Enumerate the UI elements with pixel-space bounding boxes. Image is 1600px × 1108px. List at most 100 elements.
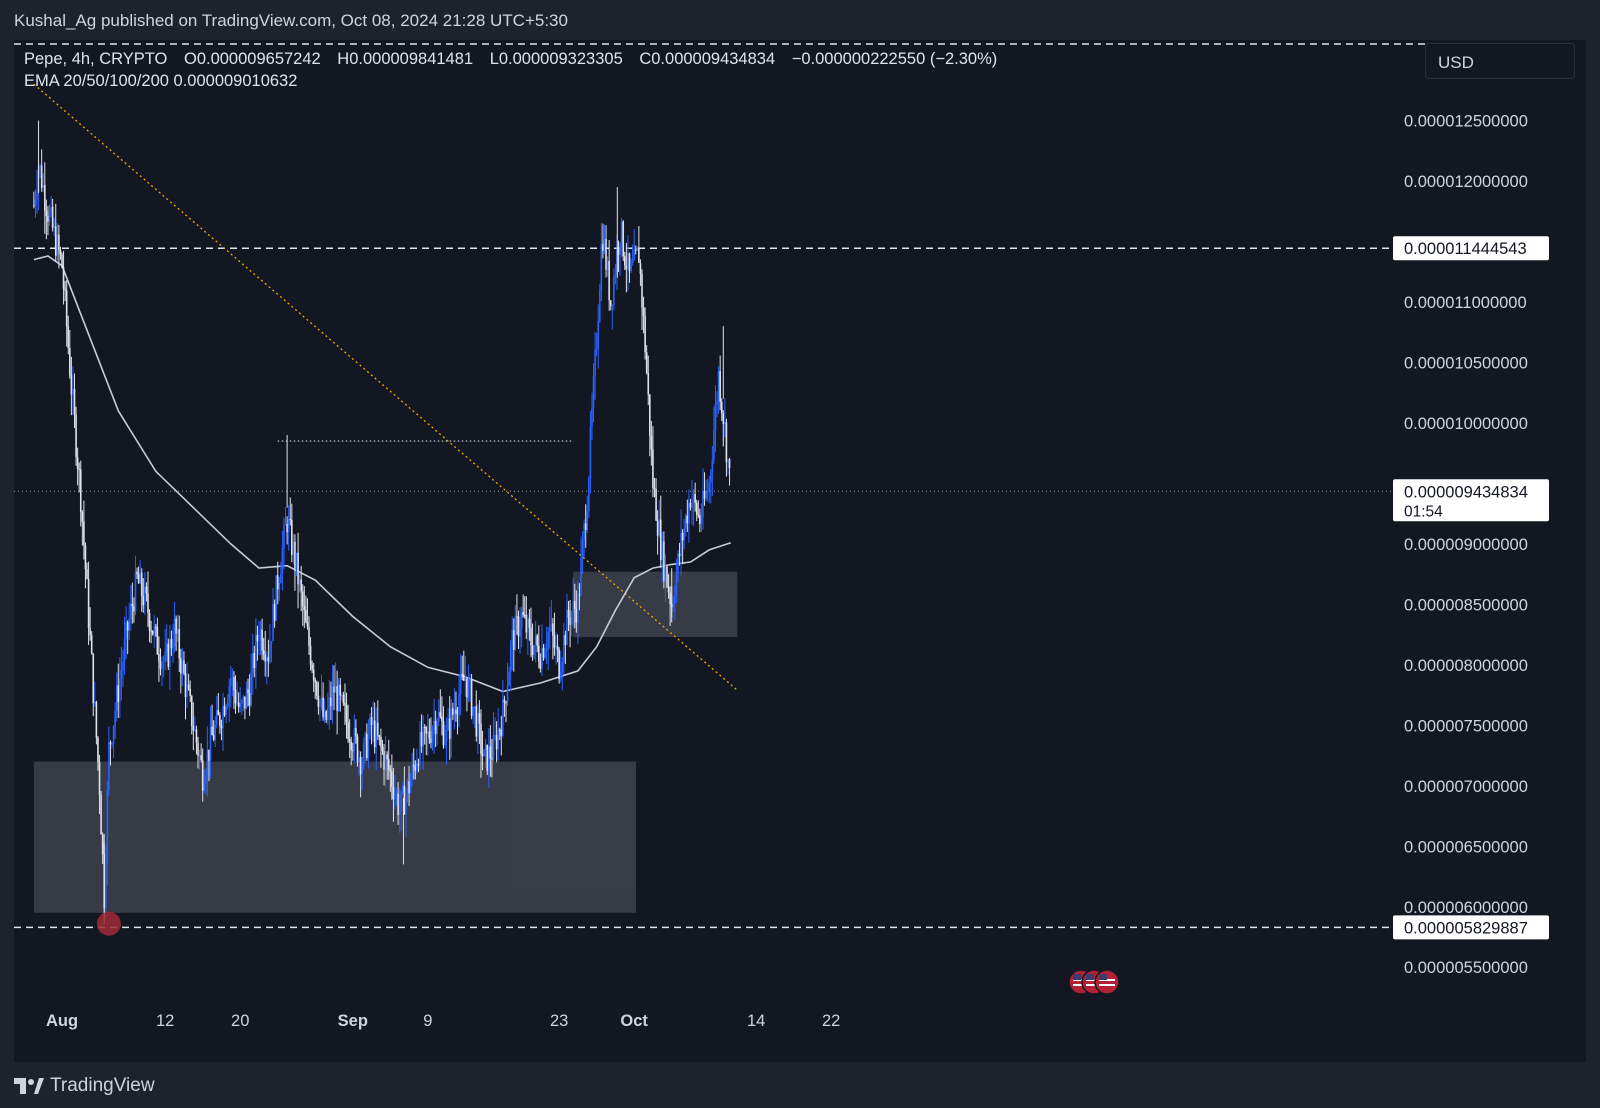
candle [428,718,431,744]
candle-body [455,709,457,714]
candle-body [570,612,573,625]
legend-symbol[interactable]: Pepe, 4h, CRYPTO [24,50,168,68]
candle [259,621,262,655]
candle [97,736,99,771]
candle-body [625,265,628,270]
candle-body [655,488,657,521]
candle [478,700,481,744]
candle-body [339,684,342,696]
tradingview-logo[interactable]: TradingView [14,1075,155,1097]
candle-body [495,735,498,750]
candle-body [649,394,651,437]
candle [431,725,434,751]
candle-body [320,697,323,701]
candle-body [620,221,623,244]
candle-body [702,490,704,518]
candle-body [395,793,398,796]
legend-indicator-ema[interactable]: EMA 20/50/100/200 0.000009010632 [24,72,298,90]
candle-body [176,629,179,634]
candle-body [611,305,614,307]
candle-body [311,664,313,670]
candle-body [480,723,482,754]
candle-body [180,658,182,674]
candle [705,480,707,502]
candle-body [572,601,575,613]
candle [541,624,543,676]
flag-stripe [1086,984,1102,986]
candle-body [47,216,49,222]
candle-body [175,618,177,634]
price-tick-label: 0.000008500000 [1404,596,1528,614]
candle-body [44,185,46,211]
currency-selector-button[interactable]: USD [1425,43,1575,79]
time-tick-label: 14 [747,1012,765,1030]
candle-body [353,727,356,751]
candle [594,331,596,400]
candle [231,668,234,697]
candle-body [139,572,141,584]
candle-body [425,727,428,734]
candle [248,674,251,716]
candle-body [400,791,403,812]
candle [376,700,379,740]
candle-body [125,622,127,639]
candle [366,723,368,761]
candle-body [502,699,504,736]
candle [381,739,384,755]
candle-body [33,205,35,207]
candle-body [248,693,251,706]
candle-body [711,460,714,473]
candle-body [319,700,321,707]
candle [317,681,320,715]
candle-body [563,635,565,662]
candle-body [378,735,381,737]
candle-body [92,653,95,704]
candle-body [487,746,490,771]
candle-body [97,737,99,763]
chart-pane[interactable]: 0.000012500000 0.000012000000 0.0000110000… [14,40,1586,1062]
candle [244,696,246,720]
candle-body [261,629,263,651]
candle-body [717,371,720,401]
candle-body [628,253,631,272]
candle [61,252,63,269]
candle [553,612,556,656]
candle-body [272,603,274,641]
price-chart[interactable]: 0.000012500000 0.000012000000 0.0000110000… [14,40,1586,1062]
candle-body [469,679,471,681]
candle-body [197,742,199,756]
candle-body [214,724,217,740]
candle [258,620,260,656]
candle [120,646,123,701]
candle [728,458,731,486]
candle-body [613,277,615,306]
tradingview-logo-icon [14,1078,44,1094]
candle-body [675,574,678,598]
candle [614,264,617,285]
candle [492,712,495,762]
candle-body [514,616,517,650]
candle [727,458,729,475]
candle [122,649,124,688]
candle [119,657,121,719]
candle-body [603,239,606,251]
candle [115,672,118,722]
candle [214,715,217,748]
candle-body [398,811,401,816]
candle [552,618,554,660]
candle-body [380,736,382,747]
candle [400,790,403,832]
candle-body [691,502,693,508]
legend-change: −0.000000222550 (−2.30%) [791,50,998,68]
candle-body [450,708,453,739]
candle-body [331,686,334,707]
candle-body [165,643,168,652]
candle-body [181,660,184,674]
candle-body [709,472,712,483]
candle-body [51,206,54,228]
candle [674,585,676,620]
candle [598,283,601,323]
candle-body [522,612,524,616]
candle [459,653,462,716]
candle-body [366,733,368,759]
